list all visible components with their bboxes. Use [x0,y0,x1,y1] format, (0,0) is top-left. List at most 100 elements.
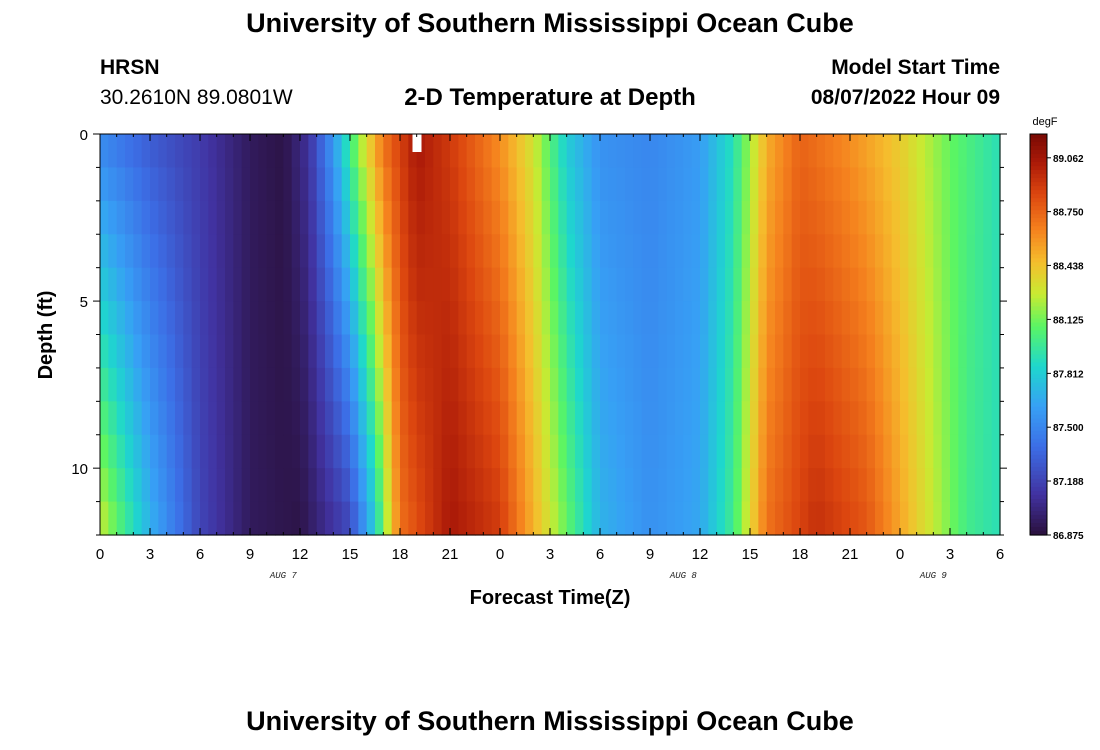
heatmap-cell [633,301,643,336]
heatmap-cell [175,134,184,169]
colorbar-segment [1030,470,1047,476]
heatmap-cell [575,334,584,369]
heatmap-cell [216,468,226,503]
heatmap-cell [516,401,526,436]
heatmap-cell [391,267,401,302]
heatmap-cell [991,200,1001,235]
heatmap-cell [975,267,984,302]
heatmap-cell [808,434,818,469]
heatmap-cell [100,134,109,169]
heatmap-cell [241,167,251,202]
heatmap-cell [183,367,193,402]
heatmap-cell [950,134,959,169]
heatmap-cell [741,334,751,369]
heatmap-cell [650,200,659,235]
heatmap-cell [966,401,976,436]
heatmap-cell [241,234,251,269]
heatmap-cell [308,367,318,402]
colorbar-segment [1030,530,1047,536]
heatmap-cell [166,267,176,302]
heatmap-cell [258,401,268,436]
heatmap-cell [366,501,376,536]
heatmap-cell [375,401,384,436]
heatmap-cell [233,401,243,436]
colorbar-segment [1030,334,1047,340]
heatmap-cell [183,401,193,436]
heatmap-cell [883,134,893,169]
colorbar-segment [1030,502,1047,508]
heatmap-cell [433,434,443,469]
heatmap-cell [716,200,726,235]
heatmap-cell [583,267,593,302]
heatmap-cell [450,301,459,336]
colorbar-segment [1030,382,1047,388]
heatmap-cell [283,234,293,269]
heatmap-cell [116,234,126,269]
heatmap-cell [141,367,151,402]
colorbar-label: 86.875 [1053,531,1084,542]
heatmap-cell [350,334,359,369]
colorbar-segment [1030,474,1047,480]
heatmap-cell [858,434,868,469]
heatmap-cell [816,301,826,336]
heatmap-cell [233,334,243,369]
heatmap-cell [341,134,351,169]
heatmap-cell [883,301,893,336]
heatmap-cell [908,200,918,235]
heatmap-cell [450,401,459,436]
heatmap-cell [541,434,551,469]
heatmap-cell [316,468,326,503]
heatmap-cell [175,501,184,536]
heatmap-cell [725,334,734,369]
heatmap-cell [658,468,668,503]
heatmap-cell [816,401,826,436]
colorbar-segment [1030,478,1047,484]
heatmap-cell [783,234,793,269]
heatmap-cell [983,234,993,269]
heatmap-cell [875,301,884,336]
heatmap-cell [450,334,459,369]
heatmap-cell [975,468,984,503]
heatmap-cell [716,468,726,503]
heatmap-cell [533,501,543,536]
heatmap-cell [391,301,401,336]
colorbar-segment [1030,418,1047,424]
heatmap-cell [741,134,751,169]
heatmap-cell [700,200,709,235]
heatmap-cell [400,401,409,436]
heatmap-cell [916,200,926,235]
heatmap-cell [275,401,284,436]
heatmap-cell [766,468,776,503]
heatmap-cell [950,334,959,369]
heatmap-cell [825,501,834,536]
heatmap-cell [975,501,984,536]
heatmap-cell [150,301,159,336]
heatmap-cell [858,301,868,336]
heatmap-cell [875,267,884,302]
heatmap-cell [733,367,743,402]
colorbar-segment [1030,466,1047,472]
heatmap-cell [933,234,943,269]
heatmap-cell [291,501,301,536]
heatmap-cell [341,334,351,369]
heatmap-cell [591,234,601,269]
heatmap-cell [558,434,568,469]
heatmap-cell [575,468,584,503]
heatmap-cell [883,434,893,469]
x-tick-label: 12 [692,546,709,563]
heatmap-cell [483,167,493,202]
colorbar-segment [1030,398,1047,404]
heatmap-cell [658,501,668,536]
heatmap-cell [300,401,309,436]
heatmap-cell [733,468,743,503]
heatmap-cell [566,334,576,369]
heatmap-cell [116,367,126,402]
heatmap-cell [250,301,259,336]
heatmap-cell [583,301,593,336]
x-tick-label: 6 [596,546,604,563]
heatmap-cell [358,200,368,235]
heatmap-cell [925,301,934,336]
heatmap-cell [366,334,376,369]
heatmap-cell [375,134,384,169]
heatmap-cell [908,301,918,336]
